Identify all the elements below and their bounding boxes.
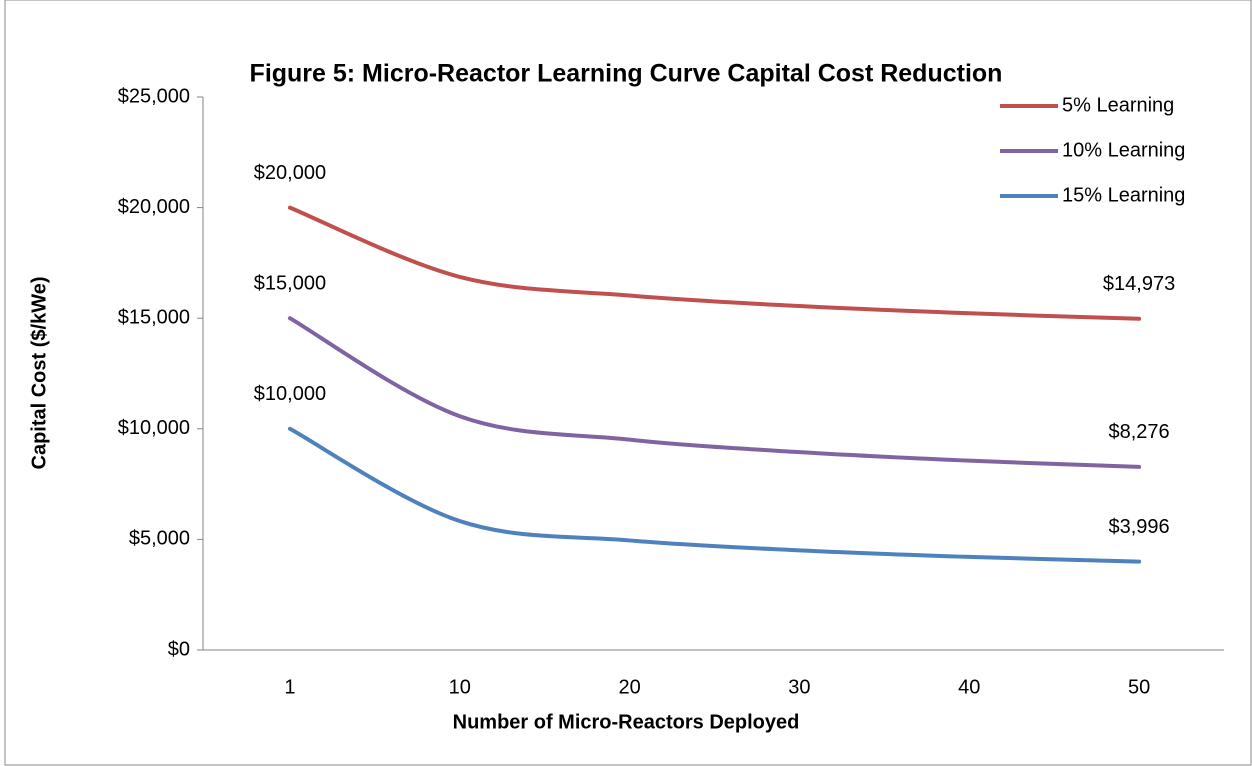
data-label: $15,000 <box>254 272 326 294</box>
data-label: $20,000 <box>254 162 326 184</box>
data-label: $8,276 <box>1108 421 1169 443</box>
chart-border <box>4 0 1252 766</box>
y-tick-label: $20,000 <box>118 196 190 218</box>
data-label: $10,000 <box>254 383 326 405</box>
y-tick-label: $15,000 <box>118 306 190 328</box>
y-axis-title: Capital Cost ($/kWe) <box>28 277 50 470</box>
legend-label: 10% Learning <box>1062 139 1185 161</box>
y-tick-label: $25,000 <box>118 85 190 107</box>
y-tick-label: $10,000 <box>118 417 190 439</box>
x-tick-label: 20 <box>618 676 640 698</box>
x-tick-label: 30 <box>788 676 810 698</box>
series-line <box>287 426 1142 564</box>
legend-label: 15% Learning <box>1062 184 1185 206</box>
legend-label: 5% Learning <box>1062 94 1174 116</box>
series-line <box>287 316 1142 469</box>
series-line <box>287 205 1142 321</box>
chart-title: Figure 5: Micro-Reactor Learning Curve C… <box>250 60 1003 88</box>
x-tick-label: 40 <box>958 676 980 698</box>
x-tick-label: 50 <box>1128 676 1150 698</box>
x-tick-label: 10 <box>449 676 471 698</box>
x-tick-label: 1 <box>284 676 295 698</box>
data-label: $14,973 <box>1103 273 1175 295</box>
y-tick-label: $5,000 <box>129 528 190 550</box>
x-axis-title: Number of Micro-Reactors Deployed <box>453 711 800 733</box>
data-label: $3,996 <box>1108 516 1169 538</box>
y-tick-label: $0 <box>168 638 190 660</box>
